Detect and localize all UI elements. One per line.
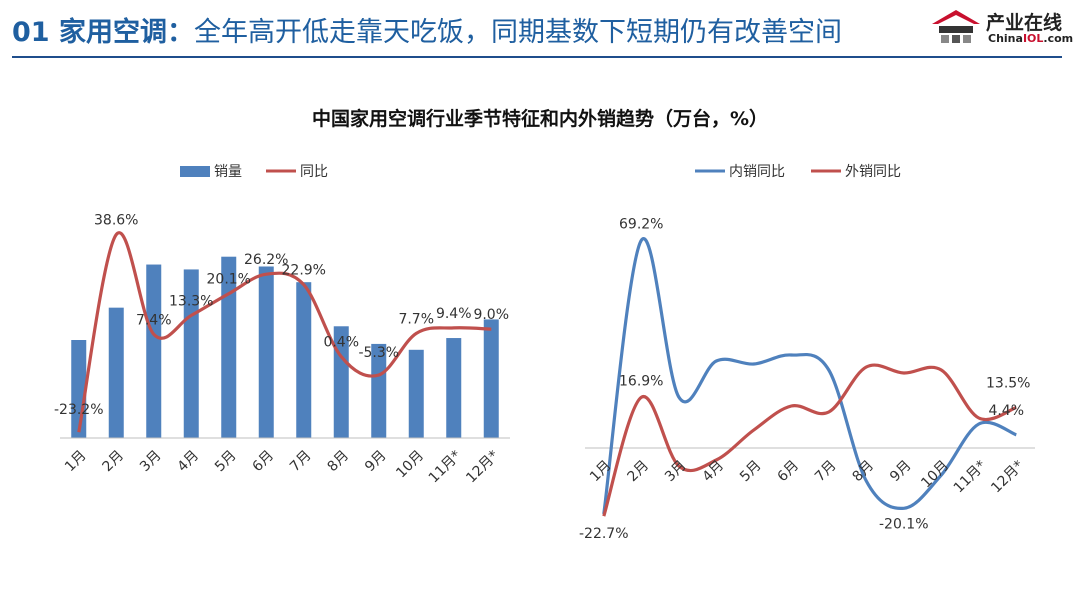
x-tick-label: 4月 (700, 458, 728, 486)
x-tick-label: 6月 (775, 458, 803, 486)
x-tick-label: 11月* (951, 458, 990, 497)
point-data-label: 4.4% (988, 403, 1024, 419)
logo-en-prefix: China (988, 32, 1023, 45)
logo-en-suffix: .com (1043, 32, 1074, 45)
yoy-line (77, 231, 492, 433)
brand-logo: 产业在线 ChinaIOL.com (928, 6, 1078, 48)
x-tick-label: 7月 (287, 448, 315, 476)
legend-label: 外销同比 (845, 164, 901, 180)
yoy-data-label: 7.4% (136, 312, 172, 328)
yoy-data-label: -23.2% (54, 402, 104, 418)
sales-bar (258, 266, 274, 438)
domestic-export-yoy-chart: 内销同比 外销同比 69.2% -20.1% 4.4% -22.7% 16.9% 13.5% 1… (579, 164, 1035, 542)
sales-bar (333, 326, 349, 438)
yoy-data-label: 13.3% (169, 293, 213, 309)
x-tick-label: 12月* (463, 448, 502, 487)
x-tick-label: 10月 (393, 448, 427, 482)
yoy-data-label: 9.0% (473, 307, 509, 323)
legend-item-0: 销量 (180, 164, 242, 180)
yoy-data-label: 9.4% (436, 306, 472, 322)
yoy-data-label: 7.7% (398, 311, 434, 327)
x-tick-label: 1月 (62, 448, 90, 476)
sales-bar (483, 319, 499, 438)
sales-bar (221, 256, 237, 438)
x-tick-label: 10月 (918, 458, 952, 492)
point-data-label: -22.7% (579, 526, 629, 542)
sales-bar (108, 307, 124, 438)
legend-label: 销量 (214, 164, 242, 180)
x-tick-label: 6月 (250, 448, 278, 476)
yoy-data-label: 26.2% (244, 252, 288, 268)
logo-en-accent: IOL (1022, 32, 1044, 45)
sales-yoy-chart: 销量 同比 -23.2% 38.6% 7.4% 13.3% 20.1% 26.2%22.9% 0… (54, 164, 510, 487)
legend-label: 同比 (300, 164, 328, 180)
x-tick-label: 8月 (850, 458, 878, 486)
point-data-label: 69.2% (619, 216, 663, 232)
yoy-data-label: 0.4% (323, 335, 359, 351)
x-tick-label: 8月 (325, 448, 353, 476)
page-title-strong: 01 家用空调： (12, 17, 194, 48)
sales-bar (371, 343, 387, 438)
yoy-data-label: 22.9% (282, 263, 326, 279)
x-tick-label: 4月 (175, 448, 203, 476)
point-data-label: 16.9% (619, 373, 663, 389)
legend-item-0: 内销同比 (695, 164, 785, 180)
x-tick-label: 11月* (426, 448, 465, 487)
page-title-rest: 全年高开低走靠天吃饭，同期基数下短期仍有改善空间 (193, 17, 842, 48)
x-tick-label: 5月 (737, 458, 765, 486)
export-yoy-line (602, 363, 1017, 517)
point-data-label: 13.5% (986, 376, 1030, 392)
chart-title: 中国家用空调行业季节特征和内外销趋势（万台，%） (311, 108, 769, 130)
x-tick-label: 12月* (988, 458, 1027, 497)
legend-label: 内销同比 (729, 164, 785, 180)
domestic-yoy-line (602, 237, 1017, 515)
sales-bar (408, 349, 424, 438)
sales-bar (146, 264, 162, 438)
legend-item-1: 外销同比 (811, 164, 901, 180)
x-tick-label: 3月 (662, 458, 690, 486)
logo-name-en: ChinaIOL.com (988, 32, 1073, 45)
yoy-data-label: 20.1% (207, 272, 251, 288)
header: 01 家用空调：全年高开低走靠天吃饭，同期基数下短期仍有改善空间 产业在线 Ch… (0, 0, 1080, 58)
logo-name-cn: 产业在线 (986, 12, 1063, 34)
legend-swatch-bar (180, 166, 210, 177)
sales-bar (446, 338, 462, 438)
x-tick-label: 9月 (887, 458, 915, 486)
sales-bar (296, 282, 312, 438)
x-tick-label: 7月 (812, 458, 840, 486)
yoy-data-label: 38.6% (94, 212, 138, 228)
x-tick-label: 2月 (100, 448, 128, 476)
legend-item-1: 同比 (266, 164, 328, 180)
house-logo-icon (932, 10, 980, 43)
page-title: 01 家用空调：全年高开低走靠天吃饭，同期基数下短期仍有改善空间 (12, 10, 842, 49)
x-tick-label: 9月 (362, 448, 390, 476)
title-divider (12, 56, 1062, 58)
yoy-data-label: -5.3% (358, 345, 399, 361)
x-tick-label: 3月 (137, 448, 165, 476)
x-tick-label: 2月 (625, 458, 653, 486)
x-tick-label: 5月 (212, 448, 240, 476)
point-data-label: -20.1% (879, 516, 929, 532)
